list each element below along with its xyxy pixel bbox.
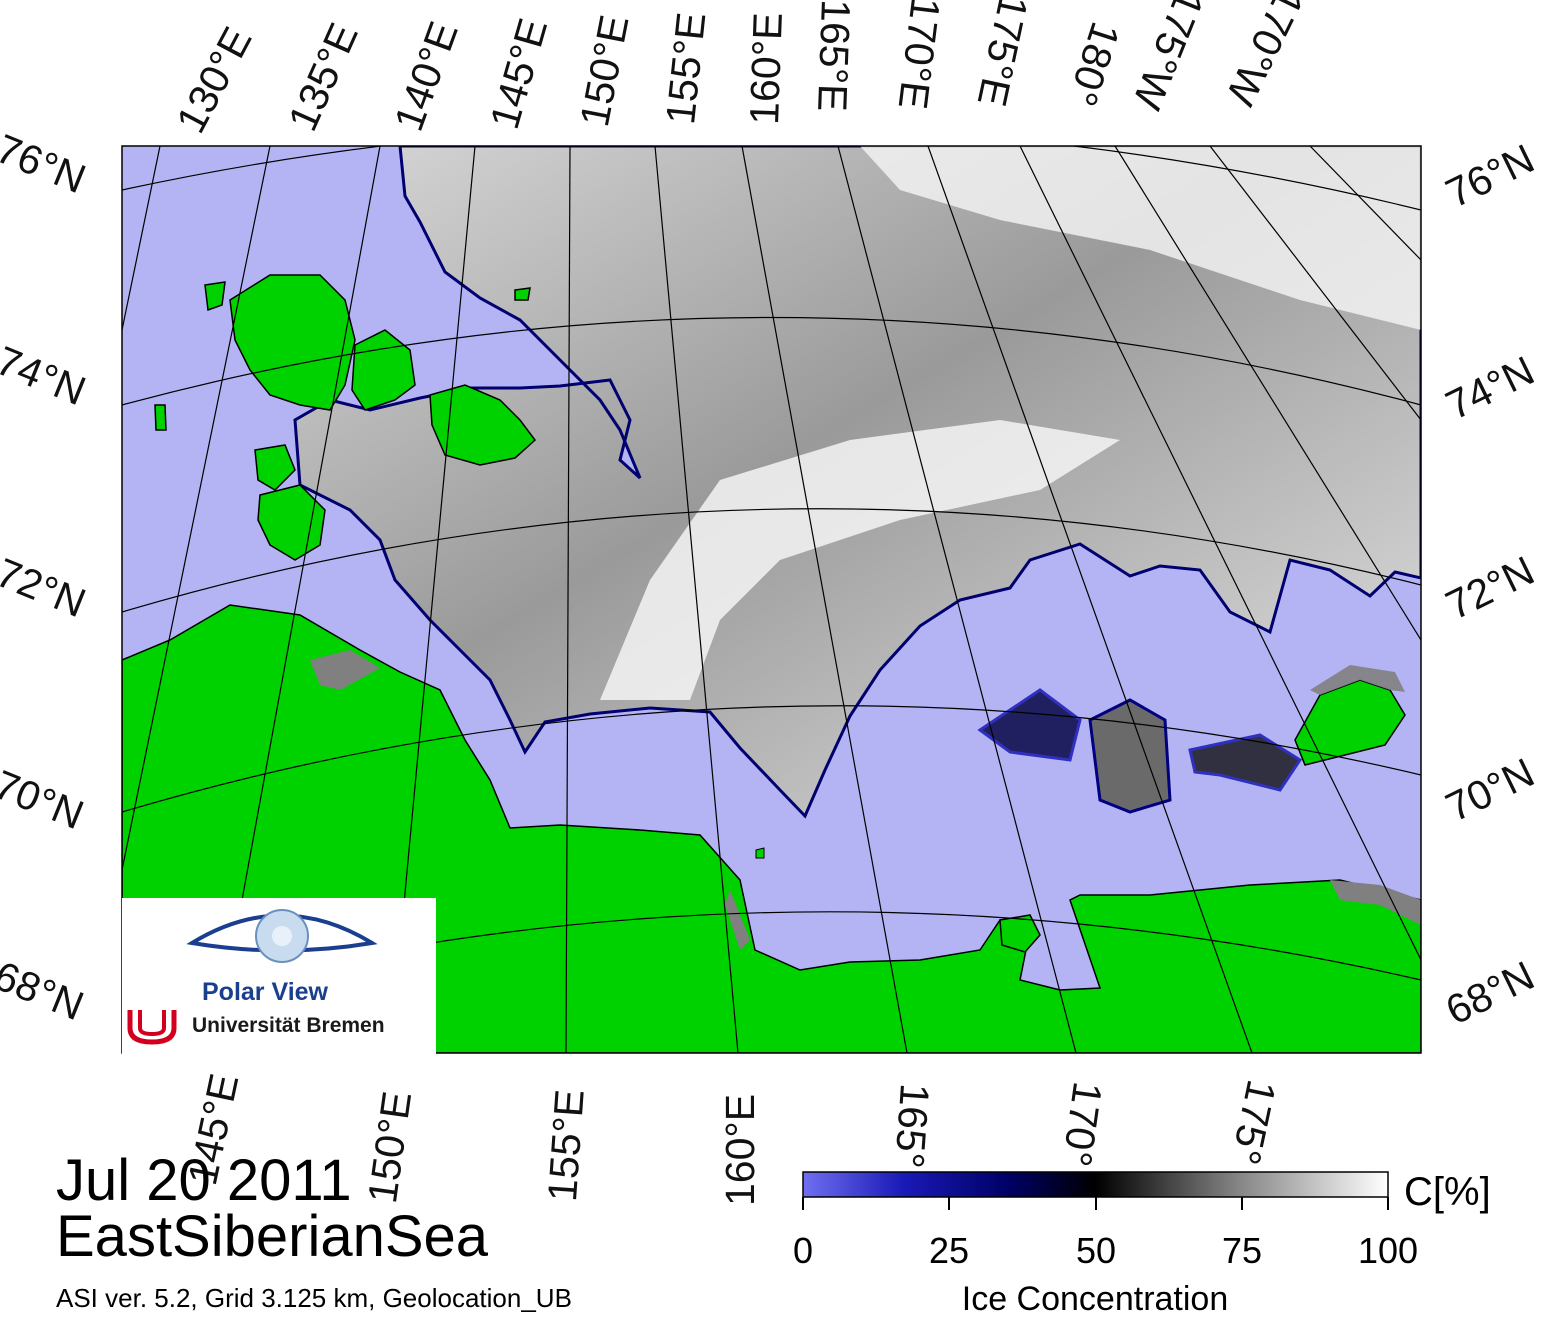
land-ayon-island <box>999 914 1041 953</box>
land-islet <box>154 404 167 431</box>
land-islet <box>514 287 531 301</box>
land-new-siberia-island <box>429 384 537 466</box>
colorbar-tick-label: 25 <box>928 1230 970 1271</box>
colorbar-tick-label: 0 <box>792 1230 814 1271</box>
ice-floe-east <box>1088 698 1172 814</box>
logo-title: Polar View <box>202 978 328 1006</box>
land-mask-wrangel <box>1310 665 1405 695</box>
colorbar-tick-label: 100 <box>1357 1230 1419 1271</box>
land-mask <box>310 650 380 690</box>
land-small-island <box>254 444 296 491</box>
land-islet <box>204 281 226 312</box>
lon-label-top: 165°E <box>809 0 859 113</box>
colorbar <box>802 1171 1389 1198</box>
map-date: Jul 20 2011 <box>56 1148 352 1213</box>
land-faddeyevsky-island <box>351 329 416 411</box>
lon-label-bottom: 170° <box>1053 1079 1111 1170</box>
map-footnote: ASI ver. 5.2, Grid 3.125 km, Geolocation… <box>56 1283 572 1313</box>
ice-band-wrangel <box>1188 733 1303 792</box>
graticule <box>122 146 1421 1053</box>
lon-label-bottom: 160°E <box>717 1093 763 1206</box>
lon-label-bottom: 155°E <box>539 1087 593 1203</box>
lon-label-bottom: 165° <box>886 1082 938 1170</box>
map-frame <box>121 145 1422 1054</box>
university-emblem-icon <box>127 1010 177 1045</box>
map-region: EastSiberianSea <box>56 1204 489 1269</box>
lon-label-top: 160°E <box>741 11 791 126</box>
ice-high-concentration-north <box>860 146 1421 330</box>
colorbar-tick-label: 75 <box>1221 1230 1263 1271</box>
eye-icon <box>186 909 378 963</box>
lon-label-top: 155°E <box>657 10 715 127</box>
colorbar-ticks <box>802 1197 1389 1210</box>
logo-institution: Universität Bremen <box>192 1014 385 1037</box>
colorbar-unit: C[%] <box>1404 1170 1491 1214</box>
land-islet <box>755 847 765 859</box>
colorbar-title: Ice Concentration <box>961 1280 1229 1318</box>
land-kotelny-island <box>229 274 356 411</box>
land-wrangel-island <box>1294 679 1406 766</box>
ice-high-concentration <box>600 420 1120 700</box>
land-mask <box>725 890 750 950</box>
colorbar-tick-label: 50 <box>1075 1230 1117 1271</box>
polar-view-logo: Polar View Universität Bremen <box>122 898 436 1054</box>
ice-band-east <box>977 688 1082 762</box>
